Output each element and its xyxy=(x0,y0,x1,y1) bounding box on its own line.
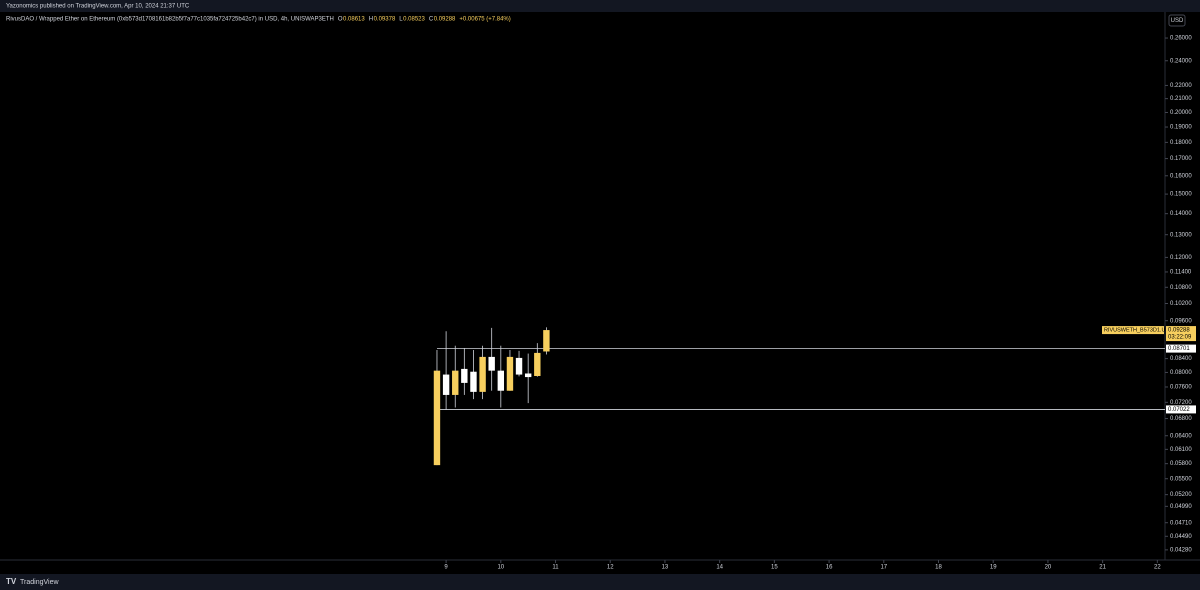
ohlc: O 0.08613 H 0.09378 L 0.08523 C 0.09288 +0.00675… xyxy=(338,17,511,23)
x-tick-label: 22 xyxy=(1154,565,1161,571)
x-tick-label: 12 xyxy=(607,565,614,571)
candle-body xyxy=(497,370,505,391)
y-tick-label: 0.18000 xyxy=(1170,140,1192,146)
y-tick-label: 0.11400 xyxy=(1170,270,1192,276)
y-tick-label: 0.10200 xyxy=(1170,301,1192,307)
x-tick-label: 15 xyxy=(771,565,778,571)
price-label-box xyxy=(1166,326,1196,342)
y-tick-label: 0.22000 xyxy=(1170,83,1192,89)
symbol: RivusDAO / Wrapped Ether on Ethereum (0x… xyxy=(6,17,334,23)
y-tick-label: 0.07600 xyxy=(1170,385,1192,391)
y-tick-label: 0.04490 xyxy=(1170,534,1192,540)
y-tick-label: 0.04990 xyxy=(1170,504,1192,510)
x-tick-label: 11 xyxy=(552,565,559,571)
ohlc-key: O xyxy=(338,17,343,23)
ohlc-key: C xyxy=(429,17,434,23)
level-label-box xyxy=(1166,344,1196,353)
y-tick-label: 0.09600 xyxy=(1170,318,1192,324)
ohlc-value: 0.08613 xyxy=(343,17,365,23)
y-tick-label: 0.13000 xyxy=(1170,232,1192,238)
y-tick-label: 0.15000 xyxy=(1170,192,1192,198)
brand: TradingView xyxy=(20,579,59,586)
y-tick-label: 0.16000 xyxy=(1170,173,1192,179)
symbol-label: RIVUSWETH_B573D1.USD xyxy=(1104,328,1173,334)
y-tick-label: 0.08400 xyxy=(1170,356,1192,362)
price-label: 0.09288 xyxy=(1168,328,1190,334)
level-label: 0.07022 xyxy=(1168,407,1190,413)
candle-body xyxy=(534,352,541,376)
y-tick-label: 0.07200 xyxy=(1170,400,1192,406)
ohlc-value: +0.00675 (+7.84%) xyxy=(459,17,510,23)
y-tick-label: 0.06800 xyxy=(1170,416,1192,422)
level-label: 0.08701 xyxy=(1168,346,1190,352)
x-tick-label: 20 xyxy=(1045,565,1052,571)
y-tick-label: 0.12000 xyxy=(1170,255,1192,261)
ohlc-value: 0.09378 xyxy=(374,17,396,23)
tv-logo: TV xyxy=(6,577,17,586)
y-tick-label: 0.06100 xyxy=(1170,447,1192,453)
top-bar xyxy=(0,0,1200,12)
currency[interactable]: USD xyxy=(1171,18,1184,24)
candle-body xyxy=(452,370,459,395)
candle-body xyxy=(479,356,486,392)
ohlc-value: 0.08523 xyxy=(403,17,425,23)
x-tick-label: 17 xyxy=(880,565,887,571)
y-tick-label: 0.08000 xyxy=(1170,370,1192,376)
y-tick-label: 0.05200 xyxy=(1170,492,1192,498)
y-tick-label: 0.06400 xyxy=(1170,433,1192,439)
candle-body xyxy=(543,330,550,352)
ohlc-key: H xyxy=(369,17,373,23)
symbol-label-box xyxy=(1102,326,1164,335)
level-label-box xyxy=(1166,405,1196,414)
y-tick-label: 0.17000 xyxy=(1170,156,1192,162)
currency-button[interactable] xyxy=(1168,14,1186,27)
ohlc-value: 0.09288 xyxy=(434,17,456,23)
y-tick-label: 0.26000 xyxy=(1170,36,1192,42)
ohlc-key: L xyxy=(399,17,403,23)
y-tick-label: 0.19000 xyxy=(1170,125,1192,131)
y-tick-label: 0.21000 xyxy=(1170,96,1192,102)
candle-body xyxy=(515,357,523,375)
candle-body xyxy=(442,374,450,395)
x-tick-label: 18 xyxy=(935,565,942,571)
y-tick-label: 0.05500 xyxy=(1170,476,1192,482)
x-tick-label: 16 xyxy=(826,565,833,571)
x-tick-label: 21 xyxy=(1099,565,1106,571)
y-tick-label: 0.04710 xyxy=(1170,520,1192,526)
countdown: 03:22:09 xyxy=(1168,335,1192,341)
y-tick-label: 0.20000 xyxy=(1170,110,1192,116)
y-tick-label: 0.24000 xyxy=(1170,58,1192,64)
candle-body xyxy=(470,371,477,392)
y-tick-label: 0.04280 xyxy=(1170,547,1192,553)
x-tick-label: 10 xyxy=(497,565,504,571)
publisher: Yazonomics published on TradingView.com,… xyxy=(6,4,190,10)
footer xyxy=(0,574,1200,590)
x-tick-label: 19 xyxy=(990,565,997,571)
x-tick-label: 13 xyxy=(662,565,669,571)
x-tick-label: 9 xyxy=(444,565,448,571)
x-tick-label: 14 xyxy=(716,565,723,571)
y-tick-label: 0.14000 xyxy=(1170,211,1192,217)
candle-body xyxy=(433,370,441,466)
y-tick-label: 0.05800 xyxy=(1170,461,1192,467)
candle-body xyxy=(461,368,468,383)
candle-body xyxy=(506,356,514,391)
candle-body xyxy=(524,373,532,378)
candle-body xyxy=(488,356,495,371)
y-tick-label: 0.10800 xyxy=(1170,285,1192,291)
